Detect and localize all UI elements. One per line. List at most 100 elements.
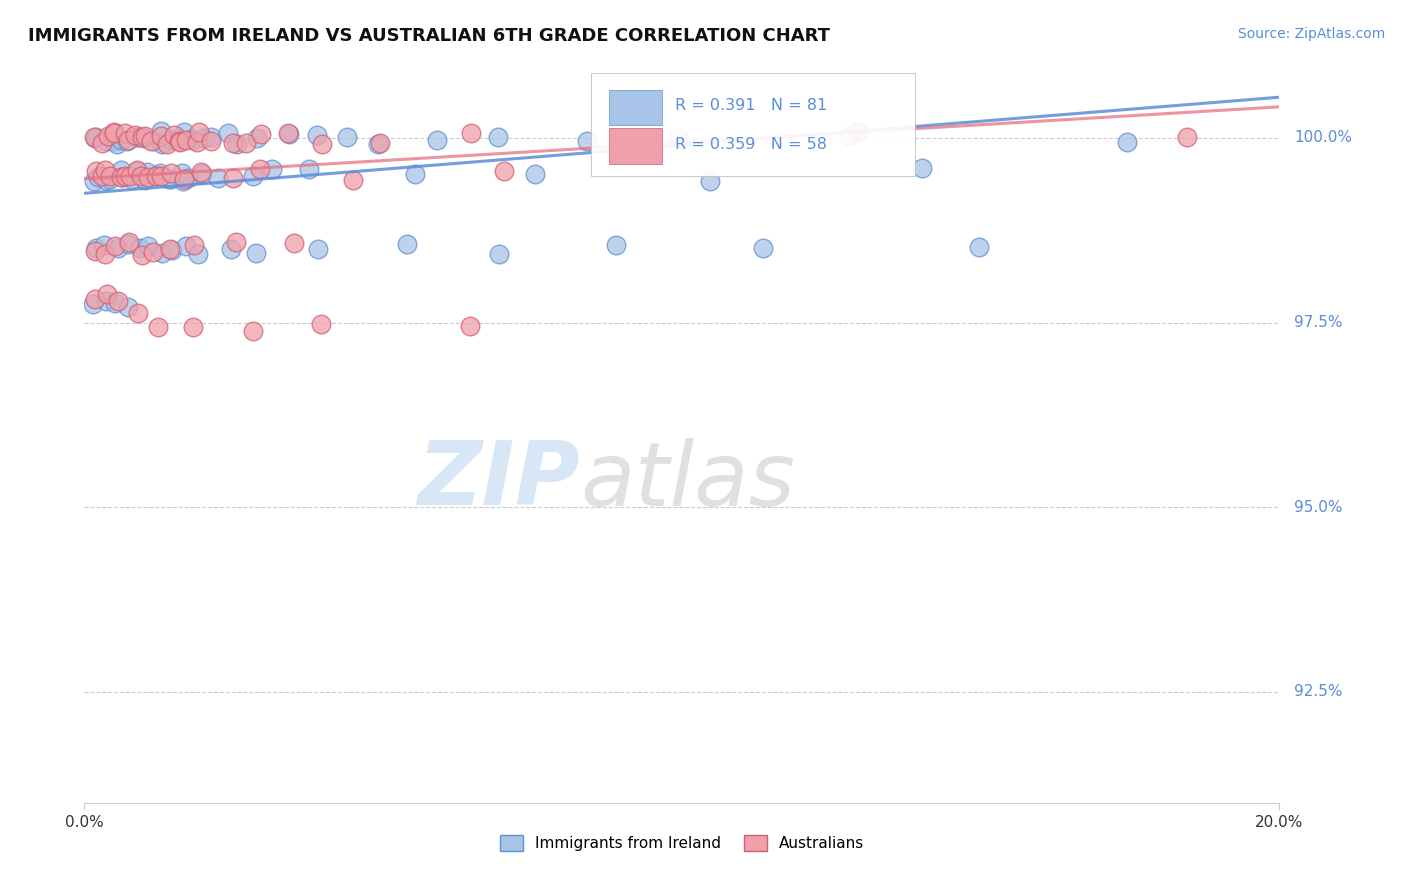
Point	[242, 169, 264, 184]
Point	[94, 173, 117, 187]
Point	[142, 245, 165, 260]
Point	[967, 240, 990, 254]
Point	[104, 296, 127, 310]
Point	[105, 137, 128, 152]
FancyBboxPatch shape	[609, 128, 662, 163]
Point	[173, 172, 195, 186]
Point	[103, 125, 125, 139]
Point	[160, 243, 183, 257]
Point	[488, 247, 510, 261]
Point	[149, 129, 172, 144]
Point	[129, 169, 152, 184]
Point	[86, 164, 108, 178]
Point	[169, 136, 191, 150]
Text: R = 0.391   N = 81: R = 0.391 N = 81	[675, 98, 827, 113]
Point	[157, 172, 180, 186]
Point	[311, 136, 333, 151]
Point	[146, 320, 169, 334]
FancyBboxPatch shape	[609, 90, 662, 125]
Point	[125, 163, 148, 178]
Point	[190, 165, 212, 179]
Point	[605, 237, 627, 252]
Point	[127, 164, 149, 178]
Point	[134, 131, 156, 145]
Point	[84, 130, 107, 145]
Point	[173, 174, 195, 188]
Point	[336, 129, 359, 144]
Legend: Immigrants from Ireland, Australians: Immigrants from Ireland, Australians	[494, 830, 870, 857]
Point	[134, 128, 156, 143]
Point	[200, 129, 222, 144]
Point	[307, 242, 329, 256]
Point	[188, 125, 211, 139]
Point	[103, 126, 125, 140]
Point	[242, 325, 264, 339]
Point	[183, 133, 205, 147]
Point	[177, 171, 200, 186]
Point	[98, 169, 121, 184]
Point	[174, 133, 197, 147]
Point	[82, 297, 104, 311]
Point	[98, 172, 121, 186]
Point	[84, 292, 107, 306]
Point	[170, 166, 193, 180]
Point	[117, 236, 139, 251]
Point	[134, 173, 156, 187]
Point	[96, 286, 118, 301]
Point	[523, 167, 546, 181]
Point	[97, 129, 120, 144]
Point	[117, 133, 139, 147]
Point	[93, 237, 115, 252]
Point	[110, 169, 132, 184]
Point	[187, 247, 209, 261]
Point	[180, 131, 202, 145]
Point	[610, 130, 633, 145]
Point	[367, 136, 389, 151]
Point	[492, 163, 515, 178]
Point	[1175, 129, 1198, 144]
Point	[128, 130, 150, 145]
Point	[127, 305, 149, 319]
Point	[131, 248, 153, 262]
Point	[666, 130, 689, 145]
Point	[486, 130, 509, 145]
Point	[117, 300, 139, 314]
Point	[94, 163, 117, 178]
Point	[91, 136, 114, 151]
Point	[1116, 136, 1139, 150]
Point	[183, 238, 205, 252]
Point	[217, 126, 239, 140]
Point	[149, 166, 172, 180]
Point	[181, 319, 204, 334]
Point	[250, 128, 273, 142]
Point	[91, 169, 114, 183]
Point	[191, 167, 214, 181]
Point	[110, 162, 132, 177]
Point	[145, 169, 167, 183]
Point	[94, 247, 117, 261]
Text: 95.0%: 95.0%	[1295, 500, 1343, 515]
Point	[167, 131, 190, 145]
Text: R = 0.359   N = 58: R = 0.359 N = 58	[675, 137, 827, 152]
Point	[173, 124, 195, 138]
Point	[311, 317, 333, 331]
Point	[404, 167, 426, 181]
Point	[699, 174, 721, 188]
Point	[245, 246, 267, 260]
Point	[174, 239, 197, 253]
Point	[84, 244, 107, 258]
Point	[249, 161, 271, 176]
Point	[136, 239, 159, 253]
Point	[186, 136, 208, 150]
Point	[143, 134, 166, 148]
Point	[283, 236, 305, 251]
Point	[150, 246, 173, 260]
Point	[225, 235, 247, 250]
Point	[135, 164, 157, 178]
Point	[114, 169, 136, 183]
Point	[159, 242, 181, 256]
Point	[160, 172, 183, 186]
Point	[460, 126, 482, 140]
Point	[167, 134, 190, 148]
Point	[96, 134, 118, 148]
